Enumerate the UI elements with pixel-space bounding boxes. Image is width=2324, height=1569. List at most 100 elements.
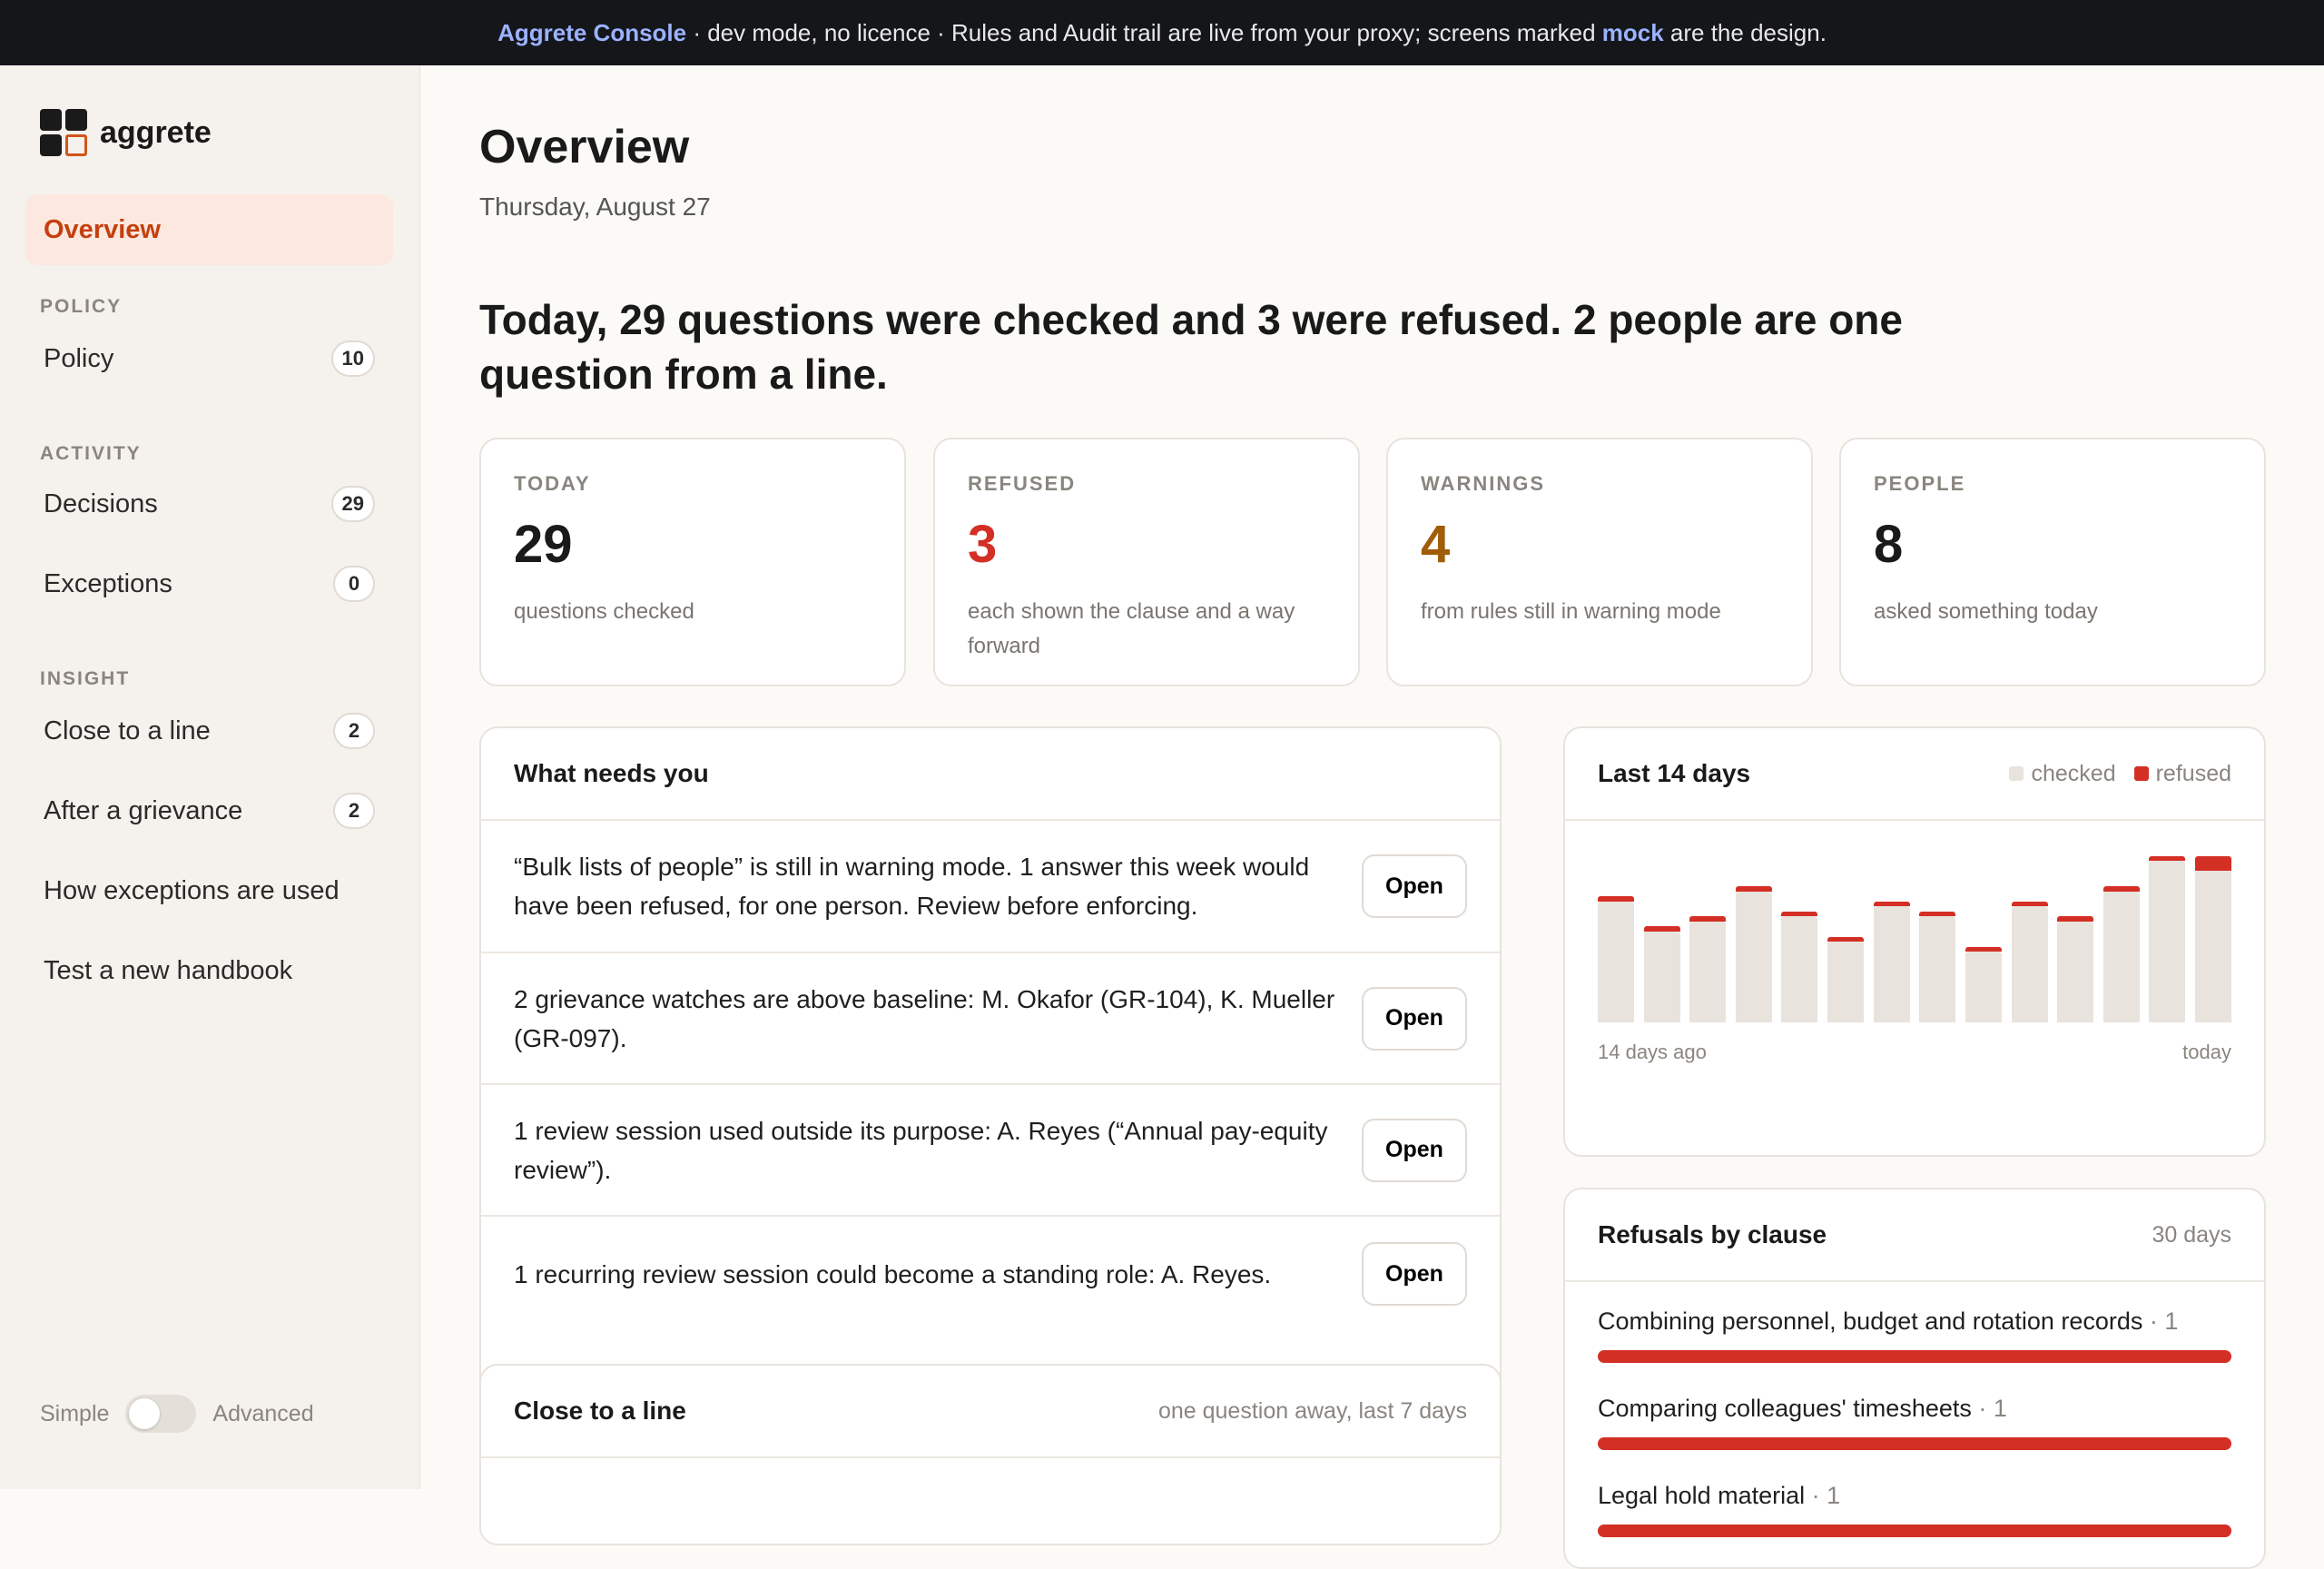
- stat-label: REFUSED: [968, 472, 1077, 495]
- clause-bar: [1598, 1350, 2231, 1363]
- bar-checked: [2102, 891, 2140, 1022]
- bar-refused: [1781, 911, 1818, 917]
- sidebar-item-overview[interactable]: Overview: [25, 194, 393, 265]
- chart-legend: checked refused: [1991, 761, 2231, 787]
- stat-sub: questions checked: [514, 599, 694, 624]
- axis-start-label: 14 days ago: [1598, 1041, 1707, 1063]
- bar-refused: [2195, 855, 2231, 872]
- bar-refused: [1965, 946, 2002, 952]
- clause-label: Comparing colleagues' timesheets: [1598, 1395, 1972, 1422]
- logo-text: aggrete: [100, 114, 212, 150]
- stat-sub: asked something today: [1874, 599, 2098, 624]
- bar-chart: [1598, 841, 2231, 1022]
- bar-refused: [2102, 886, 2140, 892]
- need-text: 2 grievance watches are above baseline: …: [514, 984, 1335, 1052]
- bar-checked: [2149, 861, 2186, 1022]
- sidebar-item-label: Exceptions: [44, 568, 172, 598]
- count-badge: 2: [333, 713, 375, 749]
- bar-checked: [2057, 921, 2094, 1022]
- list-item: 2 grievance watches are above baseline: …: [481, 953, 1500, 1085]
- stat-sub: from rules still in warning mode: [1421, 599, 1721, 624]
- card-meta: one question away, last 7 days: [1157, 1397, 1467, 1424]
- sidebar-item-label: How exceptions are used: [44, 875, 340, 905]
- last-14-days-card: Last 14 days checked refused 14 days ago…: [1563, 726, 2266, 1157]
- open-button[interactable]: Open: [1361, 986, 1467, 1051]
- sidebar-item-decisions[interactable]: Decisions 29: [25, 474, 393, 534]
- open-button[interactable]: Open: [1361, 1242, 1467, 1306]
- banner-brand: Aggrete Console: [497, 18, 687, 46]
- mode-simple-label: Simple: [40, 1400, 110, 1426]
- card-header: Close to a line one question away, last …: [481, 1366, 1500, 1458]
- sidebar-item-how-exceptions-are-used[interactable]: How exceptions are used: [25, 861, 393, 921]
- stat-value: 8: [1874, 515, 1904, 574]
- legend-swatch-checked: [2009, 766, 2024, 781]
- legend-swatch-refused: [2133, 766, 2149, 781]
- sidebar-item-label: Test a new handbook: [44, 955, 293, 985]
- stat-card-refused: REFUSED 3 each shown the clause and a wa…: [933, 438, 1360, 686]
- open-button[interactable]: Open: [1361, 854, 1467, 918]
- card-header: Refusals by clause 30 days: [1565, 1189, 2264, 1282]
- clause-bar: [1598, 1437, 2231, 1450]
- bar-checked: [1689, 921, 1727, 1022]
- page-date: Thursday, August 27: [479, 192, 711, 221]
- stat-sub: each shown the clause and a way forward: [968, 599, 1295, 658]
- bar-checked: [2011, 906, 2048, 1022]
- banner-mock: mock: [1601, 18, 1664, 46]
- sidebar-item-policy[interactable]: Policy 10: [25, 329, 393, 389]
- need-text: “Bulk lists of people” is still in warni…: [514, 853, 1310, 920]
- sidebar-item-label: Decisions: [44, 488, 158, 518]
- clause-count: · 1: [1978, 1395, 2007, 1422]
- sidebar-item-close-to-a-line[interactable]: Close to a line 2: [25, 701, 393, 761]
- legend-checked: checked: [2009, 761, 2116, 787]
- bar-checked: [1643, 932, 1680, 1022]
- bar-checked: [1965, 952, 2002, 1022]
- card-meta: 30 days: [2152, 1221, 2231, 1248]
- bar-checked: [1598, 901, 1634, 1022]
- legend-refused: refused: [2133, 761, 2231, 787]
- stat-value: 29: [514, 515, 573, 574]
- section-label-activity: ACTIVITY: [40, 443, 142, 464]
- clause-bar: [1598, 1525, 2231, 1537]
- bar-refused: [1827, 936, 1865, 942]
- bar-checked: [1781, 916, 1818, 1022]
- count-badge: 0: [333, 566, 375, 602]
- clause-row[interactable]: Legal hold material · 1: [1598, 1482, 2231, 1537]
- sidebar-item-after-a-grievance[interactable]: After a grievance 2: [25, 781, 393, 841]
- needs-card: What needs you “Bulk lists of people” is…: [479, 726, 1502, 1398]
- clause-label: Combining personnel, budget and rotation…: [1598, 1308, 2143, 1335]
- clause-label-line: Comparing colleagues' timesheets · 1: [1598, 1395, 2231, 1423]
- sidebar-item-label: After a grievance: [44, 795, 243, 825]
- bar-refused: [1873, 901, 1910, 907]
- clause-count: · 1: [1811, 1482, 1841, 1509]
- page-title: Overview: [479, 121, 690, 173]
- sidebar-item-label: Policy: [44, 343, 114, 373]
- bar-checked: [2195, 871, 2231, 1022]
- clause-row[interactable]: Combining personnel, budget and rotation…: [1598, 1308, 2231, 1363]
- need-text: 1 review session used outside its purpos…: [514, 1116, 1328, 1184]
- mode-switch[interactable]: [125, 1395, 197, 1433]
- stat-label: TODAY: [514, 472, 591, 495]
- count-badge: 10: [330, 340, 375, 377]
- list-item: 1 recurring review session could become …: [481, 1217, 1500, 1331]
- sidebar-item-test-a-new-handbook[interactable]: Test a new handbook: [25, 941, 393, 1001]
- open-button[interactable]: Open: [1361, 1118, 1467, 1182]
- bar-refused: [2011, 901, 2048, 907]
- bar-refused: [1689, 916, 1727, 922]
- main-content: Overview Thursday, August 27 Today, 29 q…: [421, 65, 2324, 1569]
- bar-checked: [1919, 916, 1956, 1022]
- mode-advanced-label: Advanced: [212, 1400, 314, 1426]
- card-title: What needs you: [514, 759, 709, 787]
- count-badge: 29: [330, 486, 375, 522]
- clause-row[interactable]: Comparing colleagues' timesheets · 1: [1598, 1395, 2231, 1450]
- logo[interactable]: aggrete: [40, 109, 212, 156]
- clause-label: Legal hold material: [1598, 1482, 1806, 1509]
- sidebar-item-exceptions[interactable]: Exceptions 0: [25, 554, 393, 614]
- bar-refused: [1598, 896, 1634, 902]
- clause-label-line: Legal hold material · 1: [1598, 1482, 2231, 1510]
- stat-card-people: PEOPLE 8 asked something today: [1839, 438, 2266, 686]
- list-item: 1 review session used outside its purpos…: [481, 1085, 1500, 1217]
- clause-count: · 1: [2149, 1308, 2179, 1335]
- chart-title: Last 14 days: [1598, 759, 1751, 787]
- bar-refused: [1643, 926, 1680, 932]
- mode-toggle: Simple Advanced: [40, 1395, 314, 1433]
